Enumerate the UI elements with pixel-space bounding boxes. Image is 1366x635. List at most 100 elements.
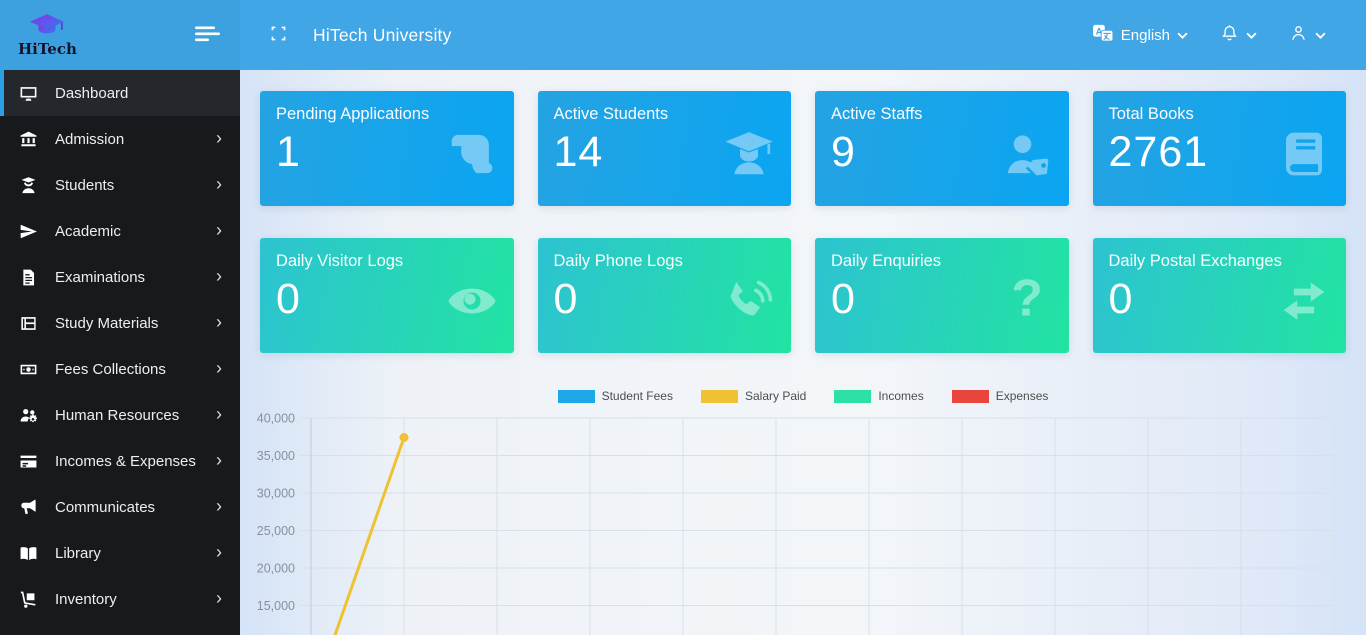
stat-card-label: Daily Visitor Logs [276,252,404,270]
scroll-icon [445,127,499,181]
translate-icon: A [1092,24,1114,46]
legend-item-student-fees[interactable]: Student Fees [557,389,673,403]
chevron-down-icon [1315,27,1326,44]
question-icon: ? [1000,274,1054,328]
svg-text:?: ? [1011,274,1043,327]
graduation-cap-icon [28,13,66,42]
notifications-dropdown[interactable] [1220,23,1257,47]
stat-card-value: 0 [831,275,856,323]
page-title: HiTech University [313,24,452,45]
stat-card-value: 2761 [1108,128,1209,176]
academic-icon [19,222,40,241]
legend-swatch [951,389,989,403]
svg-text:35,000: 35,000 [257,449,295,463]
sidebar: Dashboard Admission › Students › Academic › Exa… [0,70,240,635]
header-actions: A English [1092,23,1326,47]
header-main-area: HiTech University A English [240,0,1366,70]
sidebar-item-label: Human Resources [55,406,180,424]
chevron-right-icon: › [216,588,222,608]
sidebar-item-students[interactable]: Students › [0,162,240,208]
legend-swatch [700,389,738,403]
brand-logo[interactable]: HiTech [18,13,77,57]
sidebar-toggle-button[interactable] [191,22,225,49]
legend-item-incomes[interactable]: Incomes [834,389,924,403]
legend-label: Incomes [878,389,924,403]
stat-card-pending-applications[interactable]: Pending Applications 1 [260,91,514,206]
sidebar-item-inventory[interactable]: Inventory › [0,576,240,622]
sidebar-item-academic[interactable]: Academic › [0,208,240,254]
header-brand-area: HiTech [0,0,240,70]
legend-swatch [557,389,595,403]
sidebar-item-label: Dashboard [55,84,129,102]
user-icon [1289,23,1308,47]
sidebar-item-examinations[interactable]: Examinations › [0,254,240,300]
language-dropdown[interactable]: A English [1092,24,1188,46]
sidebar-item-label: Inventory [55,590,117,608]
stat-card-daily-visitor-logs[interactable]: Daily Visitor Logs 0 [260,238,514,353]
top-header: HiTech HiTech University [0,0,1366,70]
exchange-icon [1277,274,1331,328]
svg-text:15,000: 15,000 [257,599,295,613]
stat-card-active-staffs[interactable]: Active Staffs 9 [815,91,1069,206]
stat-cards-row-2: Daily Visitor Logs 0 Daily Phone Logs 0 Dail… [260,238,1346,353]
chevron-right-icon: › [216,312,222,332]
study-materials-icon [19,314,40,333]
chevron-right-icon: › [216,128,222,148]
sidebar-item-label: Study Materials [55,314,159,332]
sidebar-item-communicates[interactable]: Communicates › [0,484,240,530]
stat-card-value: 0 [1108,275,1134,323]
dashboard-icon [19,84,40,103]
examinations-icon [19,268,40,287]
stat-card-active-students[interactable]: Active Students 14 [537,91,791,206]
stat-card-label: Active Students [553,105,669,123]
chevron-right-icon: › [216,450,222,470]
graduate-icon [722,127,776,181]
admission-icon [19,130,40,149]
svg-text:40,000: 40,000 [257,412,295,426]
svg-text:30,000: 30,000 [257,487,295,501]
library-icon [19,544,40,563]
sidebar-item-label: Admission [55,130,125,148]
finance-chart-block: Student Fees Salary Paid Incomes Expenses 4… [240,386,1366,635]
sidebar-item-label: Incomes & Expenses [55,452,196,470]
students-icon [19,176,40,195]
chevron-right-icon: › [216,266,222,286]
fullscreen-button[interactable] [266,21,291,49]
sidebar-item-study-materials[interactable]: Study Materials › [0,300,240,346]
chevron-right-icon: › [216,496,222,516]
sidebar-item-dashboard[interactable]: Dashboard [0,70,240,116]
hr-icon [19,406,40,425]
chevron-right-icon: › [216,542,222,562]
chart-legend: Student Fees Salary Paid Incomes Expenses [240,386,1366,406]
stat-card-daily-phone-logs[interactable]: Daily Phone Logs 0 [537,238,791,353]
stat-card-daily-postal-exchanges[interactable]: Daily Postal Exchanges 0 [1092,238,1346,353]
legend-label: Expenses [995,389,1049,403]
language-label: English [1120,26,1170,44]
chevron-right-icon: › [216,358,222,378]
legend-item-expenses[interactable]: Expenses [951,389,1049,403]
brand-name: HiTech [18,40,77,58]
legend-label: Salary Paid [744,389,807,403]
user-menu-dropdown[interactable] [1289,23,1326,47]
sidebar-item-admission[interactable]: Admission › [0,116,240,162]
sidebar-item-human-resources[interactable]: Human Resources › [0,392,240,438]
phone-volume-icon [722,274,776,328]
stat-card-value: 0 [276,275,301,323]
chevron-down-icon [1177,27,1188,44]
sidebar-item-library[interactable]: Library › [0,530,240,576]
stat-card-total-books[interactable]: Total Books 2761 [1092,91,1346,206]
main-content: Pending Applications 1 Active Students 14 Ac… [240,70,1366,635]
sidebar-item-fees-collections[interactable]: Fees Collections › [0,346,240,392]
stat-card-label: Daily Enquiries [831,252,942,270]
fees-icon [19,360,40,379]
chevron-down-icon [1246,27,1257,44]
legend-item-salary-paid[interactable]: Salary Paid [700,389,807,403]
svg-text:A: A [1095,26,1102,36]
fullscreen-icon [270,25,287,45]
legend-swatch [834,389,872,403]
stat-card-daily-enquiries[interactable]: Daily Enquiries 0? [815,238,1069,353]
sidebar-item-label: Fees Collections [55,360,166,378]
sidebar-item-label: Communicates [55,498,156,516]
inventory-icon [19,590,40,609]
sidebar-item-incomes-and-expenses[interactable]: Incomes & Expenses › [0,438,240,484]
